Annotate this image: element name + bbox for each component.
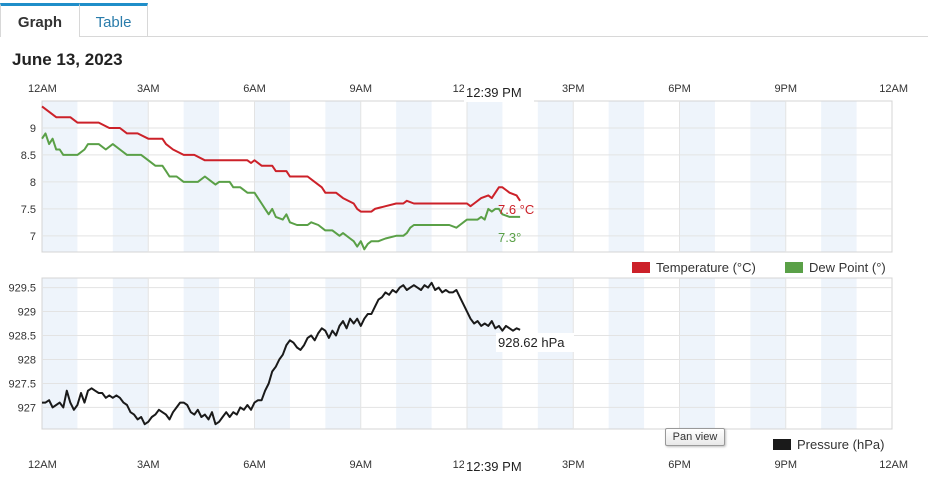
hour-band xyxy=(821,101,857,252)
hour-band xyxy=(537,278,574,429)
hour-band xyxy=(254,101,290,252)
x-tick-label: 12AM xyxy=(879,83,908,95)
hour-band xyxy=(396,101,432,252)
legend-swatch xyxy=(773,439,791,450)
x-tick-label: 9AM xyxy=(349,459,372,471)
x-tick-label: 3PM xyxy=(562,83,585,95)
y-tick-label: 928 xyxy=(18,354,36,366)
hour-band xyxy=(608,101,645,252)
x-tick-label: 3PM xyxy=(562,459,585,471)
x-tick-label: 9PM xyxy=(774,83,797,95)
legend-item[interactable]: Temperature (°C) xyxy=(656,260,756,275)
series-end-label: 928.62 hPa xyxy=(498,335,565,350)
hour-band xyxy=(112,101,149,252)
crosshair-time-bg xyxy=(464,82,534,102)
y-tick-label: 8.5 xyxy=(21,150,36,162)
hour-band xyxy=(42,101,78,252)
y-tick-label: 928.5 xyxy=(8,331,36,343)
legend-swatch xyxy=(632,262,650,273)
x-tick-label: 12AM xyxy=(28,459,57,471)
x-tick-label: 9AM xyxy=(349,83,372,95)
x-tick-label: 12AM xyxy=(28,83,57,95)
x-tick-label: 3AM xyxy=(137,83,160,95)
hour-band xyxy=(750,278,786,429)
crosshair-time-label: 12:39 PM xyxy=(466,85,522,100)
page-title: June 13, 2023 xyxy=(12,50,123,69)
hour-band xyxy=(750,101,786,252)
hour-band xyxy=(183,101,220,252)
hour-band xyxy=(183,278,220,429)
hour-band xyxy=(537,101,574,252)
tab-bar: Graph Table xyxy=(0,0,928,37)
x-tick-label: 6PM xyxy=(668,83,691,95)
series-line-dew-point xyxy=(41,132,521,251)
tab-table[interactable]: Table xyxy=(80,3,148,36)
hour-band xyxy=(467,101,503,252)
hour-band xyxy=(679,278,715,429)
hour-band xyxy=(679,101,715,252)
y-tick-label: 7 xyxy=(30,231,36,243)
hour-band xyxy=(254,278,290,429)
series-end-label: 7.6 °C xyxy=(498,202,534,217)
hour-band xyxy=(467,278,503,429)
legend-item[interactable]: Pressure (hPa) xyxy=(797,437,884,452)
legend-item[interactable]: Dew Point (°) xyxy=(809,260,886,275)
series-line-pressure xyxy=(42,281,521,426)
hour-band xyxy=(821,278,857,429)
hour-band xyxy=(396,278,432,429)
x-tick-label: 12AM xyxy=(879,459,908,471)
y-tick-label: 7.5 xyxy=(21,204,36,216)
tab-graph[interactable]: Graph xyxy=(0,3,80,37)
y-tick-label: 927 xyxy=(18,402,36,414)
y-tick-label: 927.5 xyxy=(8,378,36,390)
x-tick-label: 6PM xyxy=(668,459,691,471)
y-tick-label: 9 xyxy=(30,123,36,135)
x-tick-label: 9PM xyxy=(774,459,797,471)
x-tick-label: 6AM xyxy=(243,83,266,95)
hour-band xyxy=(325,101,361,252)
end-label-bg xyxy=(496,333,574,352)
y-tick-label: 929 xyxy=(18,307,36,319)
hour-band xyxy=(608,278,645,429)
x-tick-label: 6AM xyxy=(243,459,266,471)
pan-view-button[interactable]: Pan view xyxy=(665,428,725,446)
series-end-label: 7.3° xyxy=(498,230,521,245)
hour-band xyxy=(325,278,361,429)
series-line-temperature xyxy=(41,105,521,213)
legend-swatch xyxy=(785,262,803,273)
y-tick-label: 929.5 xyxy=(8,283,36,295)
y-tick-label: 8 xyxy=(30,177,36,189)
hour-band xyxy=(112,278,149,429)
crosshair-time-bg xyxy=(464,456,534,476)
crosshair-time-label: 12:39 PM xyxy=(466,459,522,474)
x-tick-label: 3AM xyxy=(137,459,160,471)
